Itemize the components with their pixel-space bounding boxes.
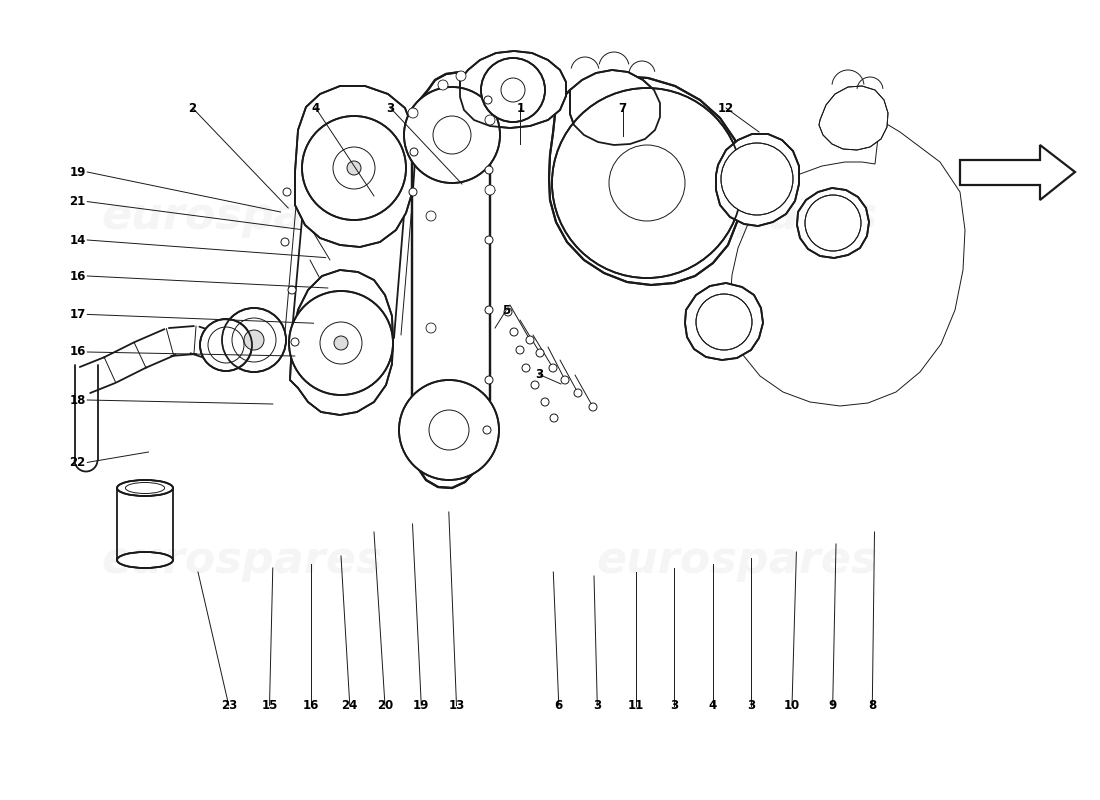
Circle shape [409, 108, 417, 116]
Circle shape [404, 87, 500, 183]
Circle shape [456, 71, 466, 81]
Text: 3: 3 [386, 102, 395, 114]
Text: 23: 23 [221, 699, 236, 712]
Polygon shape [295, 86, 415, 247]
Text: 7: 7 [618, 102, 627, 114]
Circle shape [408, 108, 418, 118]
Circle shape [531, 381, 539, 389]
Circle shape [334, 336, 348, 350]
Text: 19: 19 [414, 699, 429, 712]
Text: 16: 16 [69, 346, 86, 358]
Circle shape [426, 211, 436, 221]
Circle shape [522, 364, 530, 372]
Ellipse shape [117, 552, 173, 568]
Text: 11: 11 [628, 699, 643, 712]
Text: 22: 22 [69, 456, 86, 469]
Circle shape [588, 403, 597, 411]
Text: 16: 16 [69, 270, 86, 282]
Text: 3: 3 [670, 699, 679, 712]
Text: 3: 3 [593, 699, 602, 712]
Circle shape [574, 389, 582, 397]
Circle shape [244, 330, 264, 350]
Text: eurospares: eurospares [596, 538, 878, 582]
Circle shape [485, 166, 493, 174]
Text: eurospares: eurospares [596, 194, 878, 238]
Circle shape [720, 143, 793, 215]
Polygon shape [960, 145, 1075, 200]
Circle shape [485, 185, 495, 195]
Polygon shape [820, 86, 888, 150]
Circle shape [541, 398, 549, 406]
Circle shape [302, 116, 406, 220]
Circle shape [485, 376, 493, 384]
Circle shape [410, 148, 418, 156]
Text: 19: 19 [69, 166, 86, 178]
Circle shape [289, 291, 393, 395]
Circle shape [399, 380, 499, 480]
Circle shape [292, 338, 299, 346]
Text: 3: 3 [535, 368, 543, 381]
Text: 12: 12 [718, 102, 734, 114]
Circle shape [510, 328, 518, 336]
Circle shape [561, 376, 569, 384]
Circle shape [696, 294, 752, 350]
Polygon shape [412, 72, 490, 488]
Circle shape [552, 88, 743, 278]
Text: eurospares: eurospares [101, 194, 383, 238]
Polygon shape [716, 134, 799, 226]
Circle shape [222, 308, 286, 372]
Circle shape [426, 323, 436, 333]
Circle shape [481, 58, 544, 122]
Text: eurospares: eurospares [101, 538, 383, 582]
Text: 8: 8 [868, 699, 877, 712]
Text: 14: 14 [69, 234, 86, 246]
Text: 3: 3 [747, 699, 756, 712]
Text: 17: 17 [69, 308, 86, 321]
Circle shape [283, 188, 292, 196]
Circle shape [516, 346, 524, 354]
Polygon shape [290, 270, 393, 415]
Polygon shape [798, 188, 869, 258]
Circle shape [438, 80, 448, 90]
Text: 4: 4 [708, 699, 717, 712]
Polygon shape [570, 70, 660, 145]
Circle shape [526, 336, 534, 344]
Circle shape [200, 319, 252, 371]
Text: 18: 18 [69, 394, 86, 406]
Circle shape [805, 195, 861, 251]
Text: 16: 16 [304, 699, 319, 712]
Circle shape [409, 188, 417, 196]
Circle shape [484, 96, 492, 104]
Text: 9: 9 [828, 699, 837, 712]
Text: 20: 20 [377, 699, 393, 712]
Text: 15: 15 [262, 699, 277, 712]
Text: 10: 10 [784, 699, 800, 712]
Circle shape [485, 306, 493, 314]
Ellipse shape [117, 480, 173, 496]
Text: 21: 21 [69, 195, 86, 208]
Polygon shape [685, 283, 763, 360]
Text: 1: 1 [516, 102, 525, 114]
Text: 2: 2 [188, 102, 197, 114]
Circle shape [485, 236, 493, 244]
Circle shape [549, 364, 557, 372]
Polygon shape [549, 76, 742, 285]
Text: 13: 13 [449, 699, 464, 712]
Circle shape [536, 349, 544, 357]
Text: 24: 24 [342, 699, 358, 712]
Circle shape [346, 161, 361, 175]
Text: 4: 4 [311, 102, 320, 114]
Circle shape [483, 426, 491, 434]
Text: 5: 5 [502, 304, 510, 317]
Circle shape [485, 115, 495, 125]
Polygon shape [460, 51, 566, 128]
Circle shape [280, 238, 289, 246]
Text: 6: 6 [554, 699, 563, 712]
Circle shape [504, 308, 512, 316]
Circle shape [288, 286, 296, 294]
Circle shape [550, 414, 558, 422]
